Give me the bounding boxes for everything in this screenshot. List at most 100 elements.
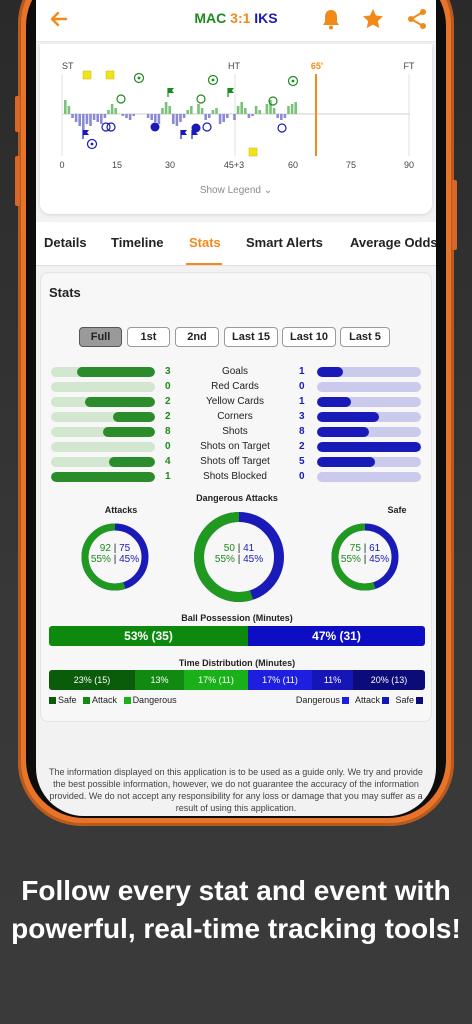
time-distribution-bar: 23% (15) 13% 17% (11) 17% (11) 11% 20% (13) [49,670,425,690]
timeline-card: ST HT 65' FT [40,44,432,214]
home-stat-value: 2 [165,411,171,422]
shot-off-target-icon [101,122,111,132]
away-pressure-bar [85,114,89,124]
home-stat-bar [85,397,155,407]
legend-away-safe: Safe [395,695,414,705]
legend-home-safe: Safe [58,695,77,705]
star-icon[interactable] [360,6,386,32]
away-pressure-bar [71,114,74,118]
away-stat-value: 1 [299,396,305,407]
home-pressure-bar [164,102,168,114]
away-stat-value: 1 [299,366,305,377]
home-stat-bar [77,367,155,377]
tab-details[interactable]: Details [44,235,87,250]
away-stat-value: 5 [299,456,305,467]
stat-row: 1 Shots Blocked 0 [41,470,433,484]
tab-smart-alerts[interactable]: Smart Alerts [246,235,323,250]
period-last10-button[interactable]: Last 10 [282,327,336,347]
home-pressure-bar [168,106,171,114]
phone-side-button [15,156,20,206]
home-stat-value: 0 [165,381,171,392]
period-1st-button[interactable]: 1st [127,327,170,347]
home-stat-bar [103,427,155,437]
dangerous-attacks-title: Dangerous Attacks [196,493,278,503]
stat-label: Yellow Cards [206,396,264,407]
home-stat-bar [113,412,155,422]
tab-timeline[interactable]: Timeline [111,235,164,250]
attacks-home: 92 [99,543,111,554]
home-pressure-bar [200,108,204,114]
safe-values: 75 | 61 55% | 45% [340,543,390,565]
away-pressure-bar [172,114,175,124]
stats-title: Stats [49,285,81,300]
dangerous-donut-home [194,512,284,602]
home-pressure-bar [272,108,276,114]
arrow-left-icon[interactable] [46,6,72,32]
home-pressure-bar [240,102,243,114]
stat-row: 0 Red Cards 0 [41,380,433,394]
timeline-axis-label: 30 [165,160,175,170]
home-stat-bar [51,472,155,482]
period-2nd-button[interactable]: 2nd [175,327,219,347]
timeline-half-label: HT [228,61,240,71]
away-pressure-bar [154,114,157,122]
away-stat-bar-track [317,412,421,422]
home-pressure-bar [67,106,71,114]
away-pressure-bar [175,114,179,126]
time-distribution-segment: 17% (11) [184,670,248,690]
period-last5-button[interactable]: Last 5 [340,327,390,347]
safe-home: 75 [349,543,361,554]
timeline-full-label: FT [404,61,415,71]
away-stat-bar [317,367,343,377]
stat-label: Shots on Target [200,441,270,452]
away-stat-bar-track [317,457,421,467]
away-pressure-bar [283,114,287,118]
bell-icon[interactable] [318,6,344,32]
corner-flag-icon [227,88,234,97]
home-pressure-bar [236,106,240,114]
away-stat-bar [317,412,380,422]
away-stat-bar-track [317,427,421,437]
stat-label: Shots [222,426,248,437]
away-pressure-bar [92,114,96,120]
home-pressure-bar [64,100,67,114]
period-last15-button[interactable]: Last 15 [224,327,278,347]
app-screen: MAC 3:1 IKS ST HT 65' FT [36,0,436,816]
away-stat-bar [317,442,421,452]
tab-stats[interactable]: Stats [189,235,221,250]
away-stat-value: 2 [299,441,305,452]
period-full-button[interactable]: Full [79,327,122,347]
timeline-axis-label: 15 [112,160,122,170]
home-pressure-bar [190,106,193,114]
legend-square-icon [123,697,131,704]
home-stat-value: 4 [165,456,171,467]
away-pressure-bar [251,114,254,116]
tab-average-odds[interactable]: Average Odds [350,235,436,250]
away-pressure-bar [247,114,251,118]
shot-off-target-icon [268,96,278,106]
safe-donut [331,523,399,591]
disclaimer-text: The information displayed on this applic… [49,767,423,813]
away-team: IKS [254,10,278,26]
away-pressure-bar [121,114,125,116]
home-pressure-bar [254,106,258,114]
show-legend-toggle[interactable]: Show Legend ⌄ [199,185,273,196]
dangerous-attacks-donut [194,512,284,602]
legend-square-icon [83,697,91,704]
away-pressure-bar [280,114,283,120]
legend-home-attack: Attack [92,695,118,705]
stat-row: 0 Shots on Target 2 [41,440,433,454]
stat-row: 8 Shots 8 [41,425,433,439]
home-pressure-bar [186,110,189,114]
phone-side-button [452,180,457,250]
goal-ball-icon [86,138,98,150]
share-icon[interactable] [404,6,430,32]
possession-bar: 53% (35) 47% (31) [49,626,425,646]
goal-ball-icon [287,75,299,87]
away-pressure-bar [208,114,211,118]
stat-label: Corners [217,411,253,422]
attacks-away-pct: 45% [119,554,140,565]
away-pressure-bar [100,114,103,124]
home-stat-bar-track [51,397,155,407]
away-pressure-bar [218,114,222,124]
